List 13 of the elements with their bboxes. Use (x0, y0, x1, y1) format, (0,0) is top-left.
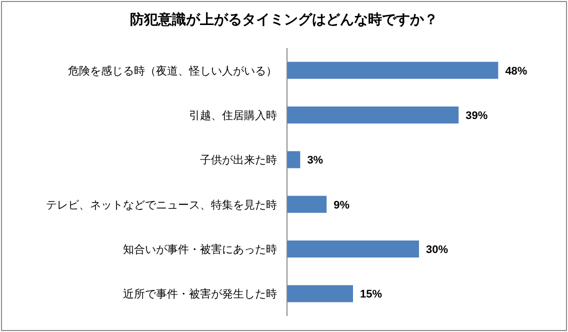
category-label: 近所で事件・被害が発生した時 (123, 288, 277, 301)
category-label: テレビ、ネットなどでニュース、特集を見た時 (46, 199, 277, 212)
value-label: 9% (334, 199, 350, 212)
value-label: 3% (307, 154, 324, 167)
value-label: 39% (466, 110, 488, 122)
title: 防犯意識が上がるタイミングはどんな時ですか？ (130, 13, 438, 28)
category-label: 子供が出来た時 (200, 154, 277, 167)
category-label: 知合いが事件・被害にあった時 (123, 244, 277, 256)
value-label: 30% (426, 244, 448, 256)
value-label: 48% (505, 65, 528, 78)
value-label: 15% (360, 288, 382, 301)
category-label: 危険を感じる時（夜道、怪しい人がいる） (68, 65, 277, 78)
category-label: 引越、住居購入時 (189, 110, 277, 122)
